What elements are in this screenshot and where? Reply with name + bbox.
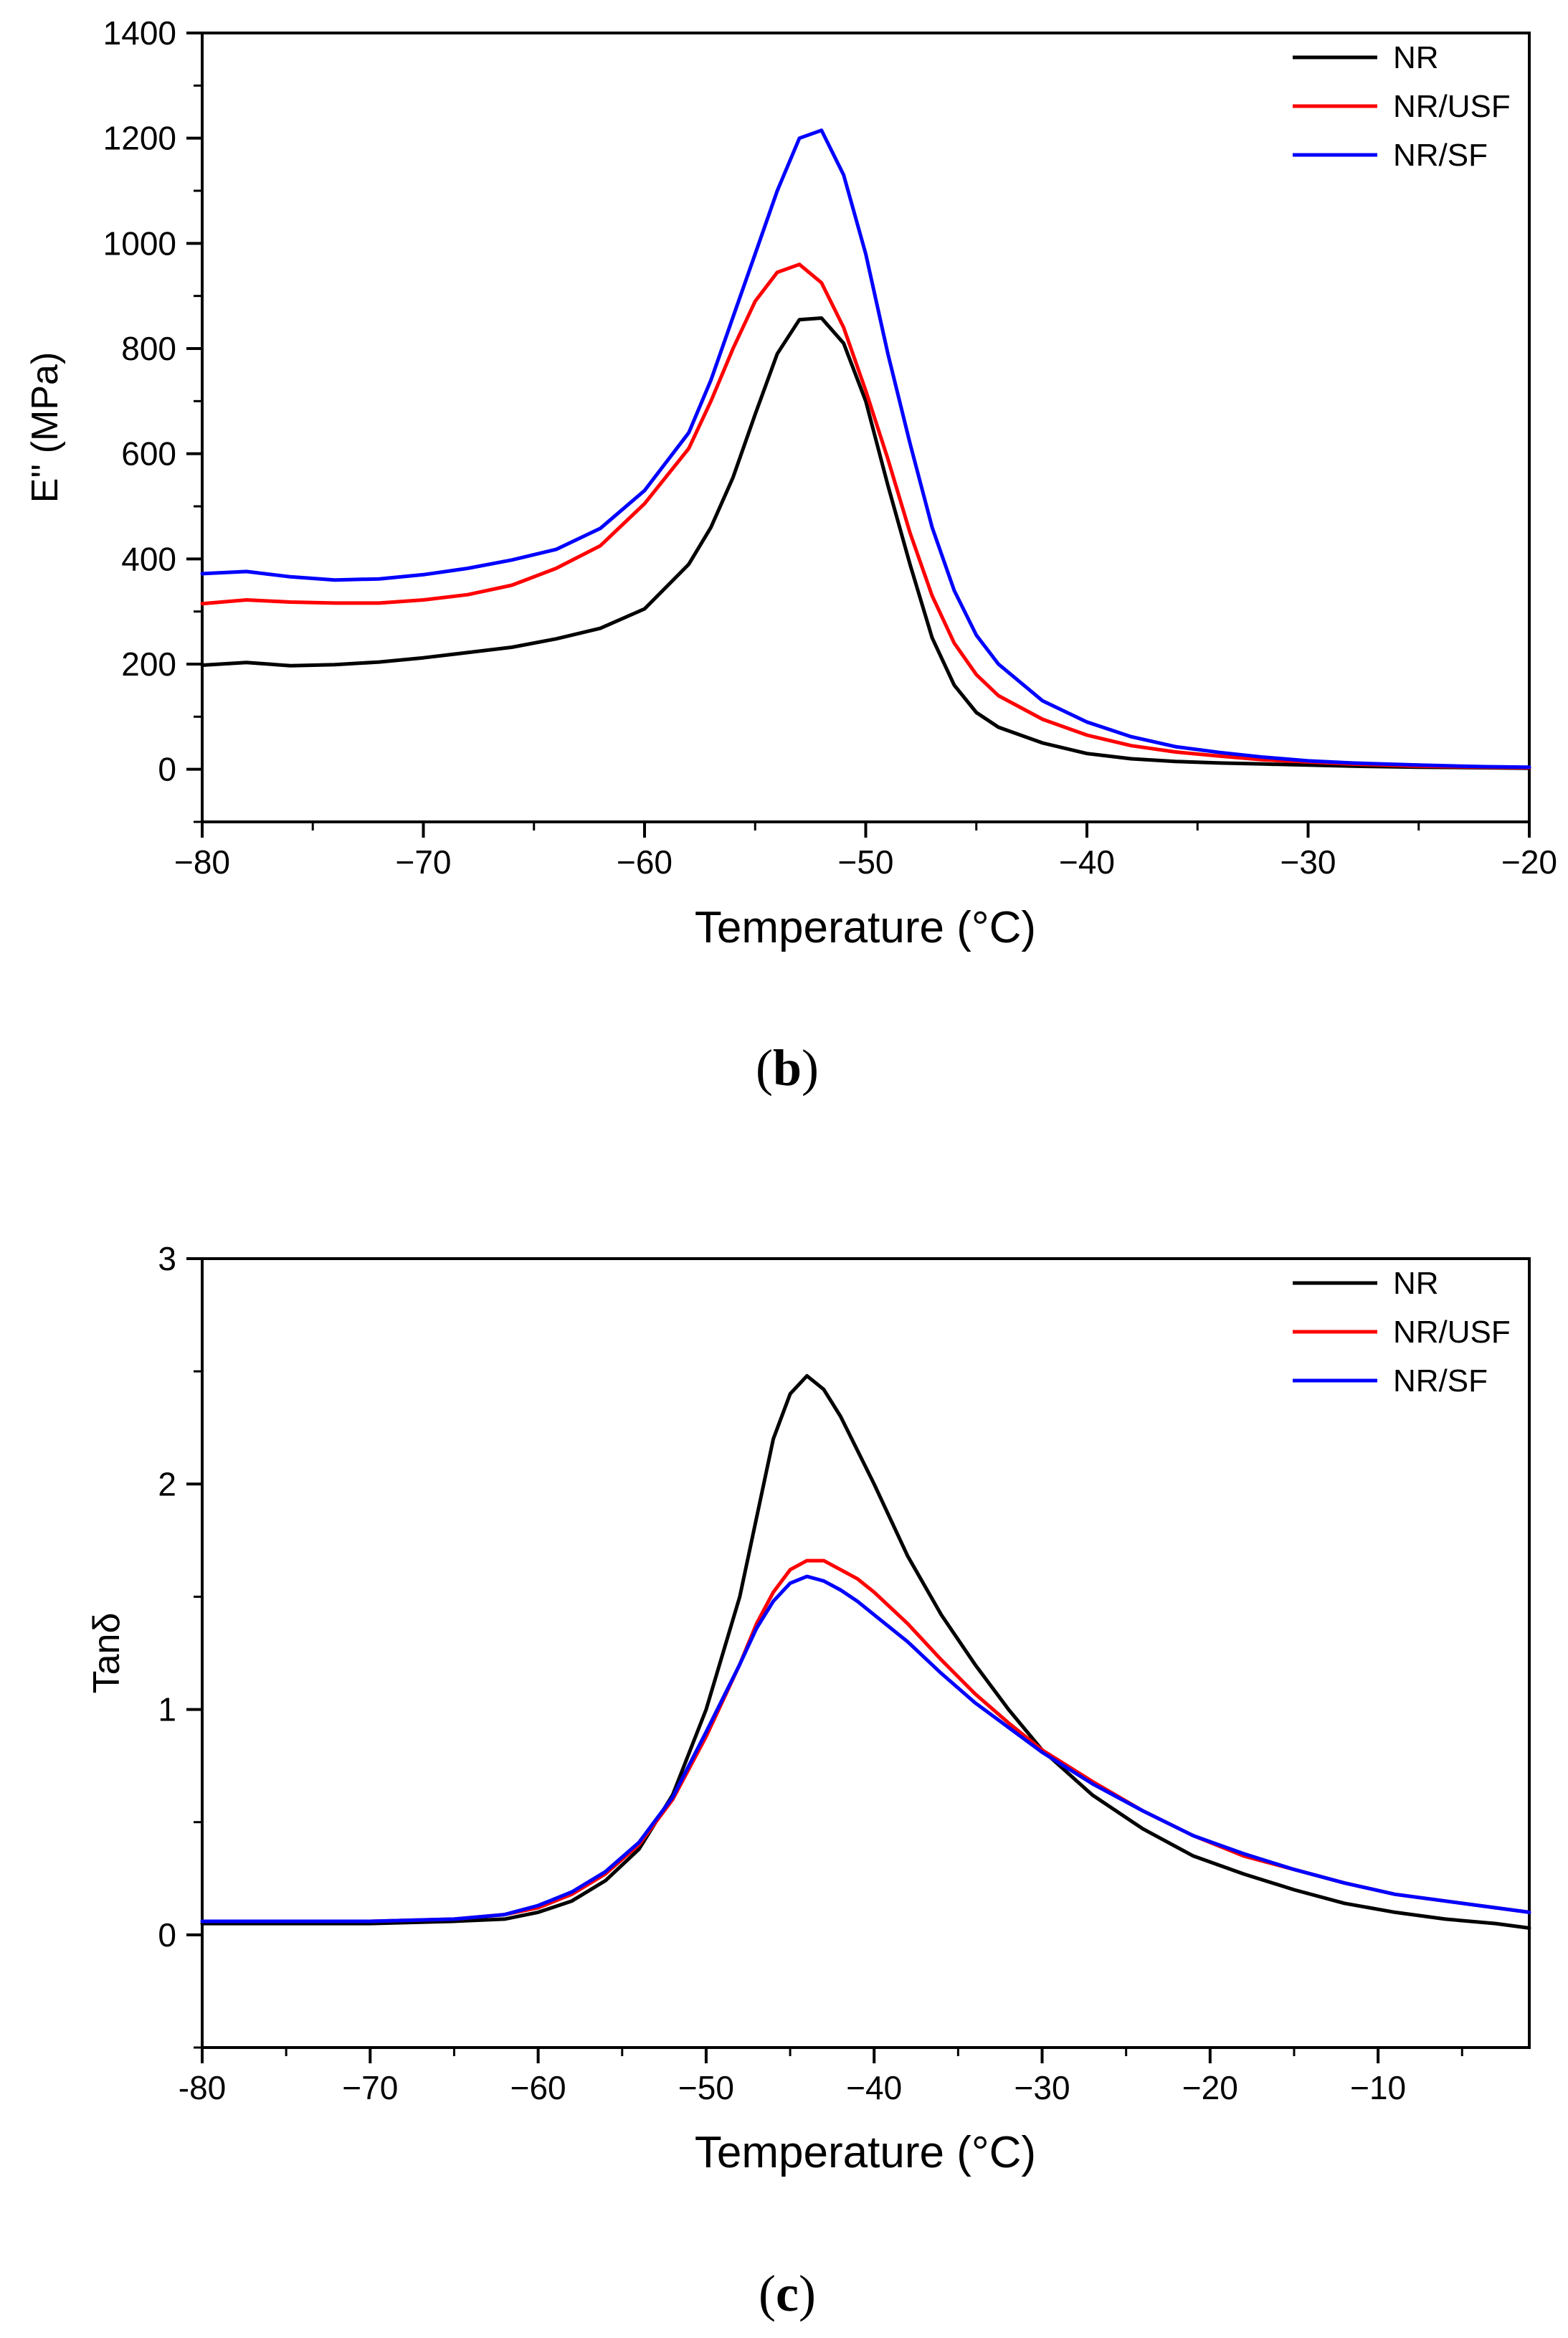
plot-frame-c xyxy=(201,1257,1531,2049)
x-tick-label: −20 xyxy=(1182,2069,1238,2106)
series-line-nr xyxy=(200,316,1531,770)
legend-label: NR xyxy=(1393,1266,1439,1301)
panel-caption-b: (b) xyxy=(756,1039,819,1097)
y-tick-label: 800 xyxy=(121,330,176,367)
y-tick-label: 0 xyxy=(158,751,176,788)
y-axis-ticks-c: 0 1 2 3 xyxy=(158,1240,202,2049)
series-line-nr-sf xyxy=(200,128,1531,770)
series-line-nr-usf xyxy=(200,1558,1531,1923)
y-tick-label: 0 xyxy=(158,1916,176,1954)
x-tick-label: −40 xyxy=(1059,843,1115,881)
x-tick-label: −50 xyxy=(678,2069,734,2106)
series-line-nr-usf xyxy=(200,262,1531,770)
y-tick-label: 3 xyxy=(158,1240,176,1277)
series-group-c xyxy=(200,1373,1531,1930)
chart-panel-b: −80 −70 −60 −50 −40 −30 −20 0 200 400 600 800 1000 1… xyxy=(24,14,1557,1097)
x-tick-label: −50 xyxy=(837,843,893,881)
legend-label: NR xyxy=(1393,40,1439,75)
x-tick-label: −20 xyxy=(1501,843,1557,881)
legend-label: NR/USF xyxy=(1393,89,1511,124)
y-tick-label: 400 xyxy=(121,540,176,577)
x-tick-label: −30 xyxy=(1280,843,1336,881)
series-line-nr-sf xyxy=(200,1574,1531,1923)
x-axis-title-b: Temperature (°C) xyxy=(695,903,1036,952)
y-tick-label: 1000 xyxy=(103,224,176,262)
y-axis-title-c: Tanδ xyxy=(86,1613,128,1694)
panel-caption-c: (c) xyxy=(759,2265,816,2322)
y-tick-label: 1200 xyxy=(103,120,176,157)
x-tick-label: −30 xyxy=(1015,2069,1070,2106)
legend-c: NR NR/USF NR/SF xyxy=(1293,1266,1511,1398)
y-axis-ticks-b: 0 200 400 600 800 1000 1200 1400 xyxy=(103,14,202,823)
x-tick-label: -80 xyxy=(179,2069,226,2106)
x-tick-label: −60 xyxy=(617,843,673,881)
x-axis-ticks-b: −80 −70 −60 −50 −40 −30 −20 xyxy=(174,822,1557,881)
y-tick-label: 1400 xyxy=(103,14,176,52)
y-axis-title-b: E'' (MPa) xyxy=(24,352,66,503)
y-tick-label: 1 xyxy=(158,1691,176,1728)
series-line-nr xyxy=(200,1373,1531,1930)
x-axis-ticks-c: -80 −70 −60 −50 −40 −30 −20 −10 xyxy=(179,2048,1463,2106)
x-tick-label: −40 xyxy=(846,2069,902,2106)
legend-label: NR/USF xyxy=(1393,1315,1511,1350)
plot-frame-b xyxy=(201,32,1531,823)
x-tick-label: −70 xyxy=(342,2069,398,2106)
x-tick-label: −80 xyxy=(174,843,230,881)
x-tick-label: −10 xyxy=(1350,2069,1406,2106)
legend-label: NR/SF xyxy=(1393,138,1488,173)
y-tick-label: 200 xyxy=(121,645,176,683)
x-axis-title-c: Temperature (°C) xyxy=(695,2128,1036,2177)
series-group-b xyxy=(200,128,1531,770)
x-tick-label: −60 xyxy=(510,2069,566,2106)
legend-b: NR NR/USF NR/SF xyxy=(1293,40,1511,173)
y-tick-label: 600 xyxy=(121,435,176,473)
legend-label: NR/SF xyxy=(1393,1363,1488,1398)
y-tick-label: 2 xyxy=(158,1465,176,1502)
x-tick-label: −70 xyxy=(395,843,451,881)
